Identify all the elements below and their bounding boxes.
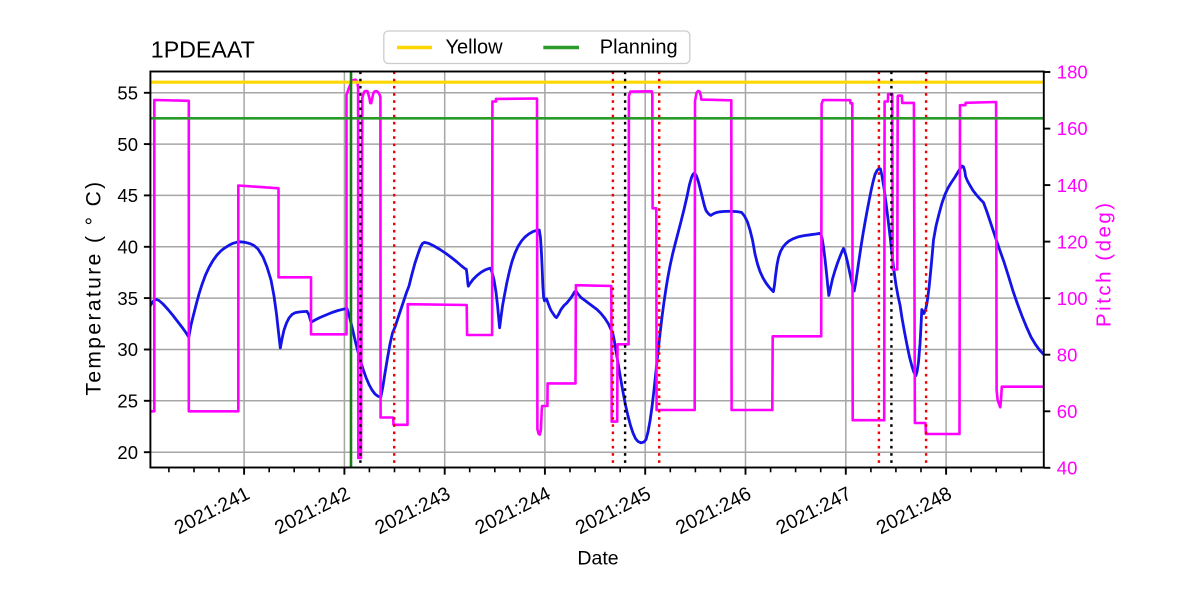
- svg-text:1PDEAAT: 1PDEAAT: [151, 37, 255, 63]
- svg-text:60: 60: [1057, 401, 1078, 422]
- svg-text:35: 35: [117, 288, 138, 309]
- svg-text:40: 40: [1057, 458, 1078, 479]
- svg-text:Pitch (deg): Pitch (deg): [1093, 200, 1116, 327]
- svg-text:50: 50: [117, 134, 138, 155]
- svg-text:140: 140: [1057, 175, 1088, 196]
- svg-text:160: 160: [1057, 118, 1088, 139]
- svg-text:120: 120: [1057, 231, 1088, 252]
- svg-text:20: 20: [117, 442, 138, 463]
- svg-text:Yellow: Yellow: [446, 37, 504, 59]
- svg-text:100: 100: [1057, 288, 1088, 309]
- svg-text:45: 45: [117, 185, 138, 206]
- svg-text:Temperature ( ° C): Temperature ( ° C): [83, 179, 106, 395]
- svg-text:Date: Date: [577, 548, 618, 570]
- svg-text:80: 80: [1057, 344, 1078, 365]
- svg-text:25: 25: [117, 391, 138, 412]
- svg-text:55: 55: [117, 83, 138, 104]
- svg-text:30: 30: [117, 339, 138, 360]
- svg-text:40: 40: [117, 237, 138, 258]
- svg-text:180: 180: [1057, 62, 1088, 83]
- svg-text:Planning: Planning: [600, 37, 678, 59]
